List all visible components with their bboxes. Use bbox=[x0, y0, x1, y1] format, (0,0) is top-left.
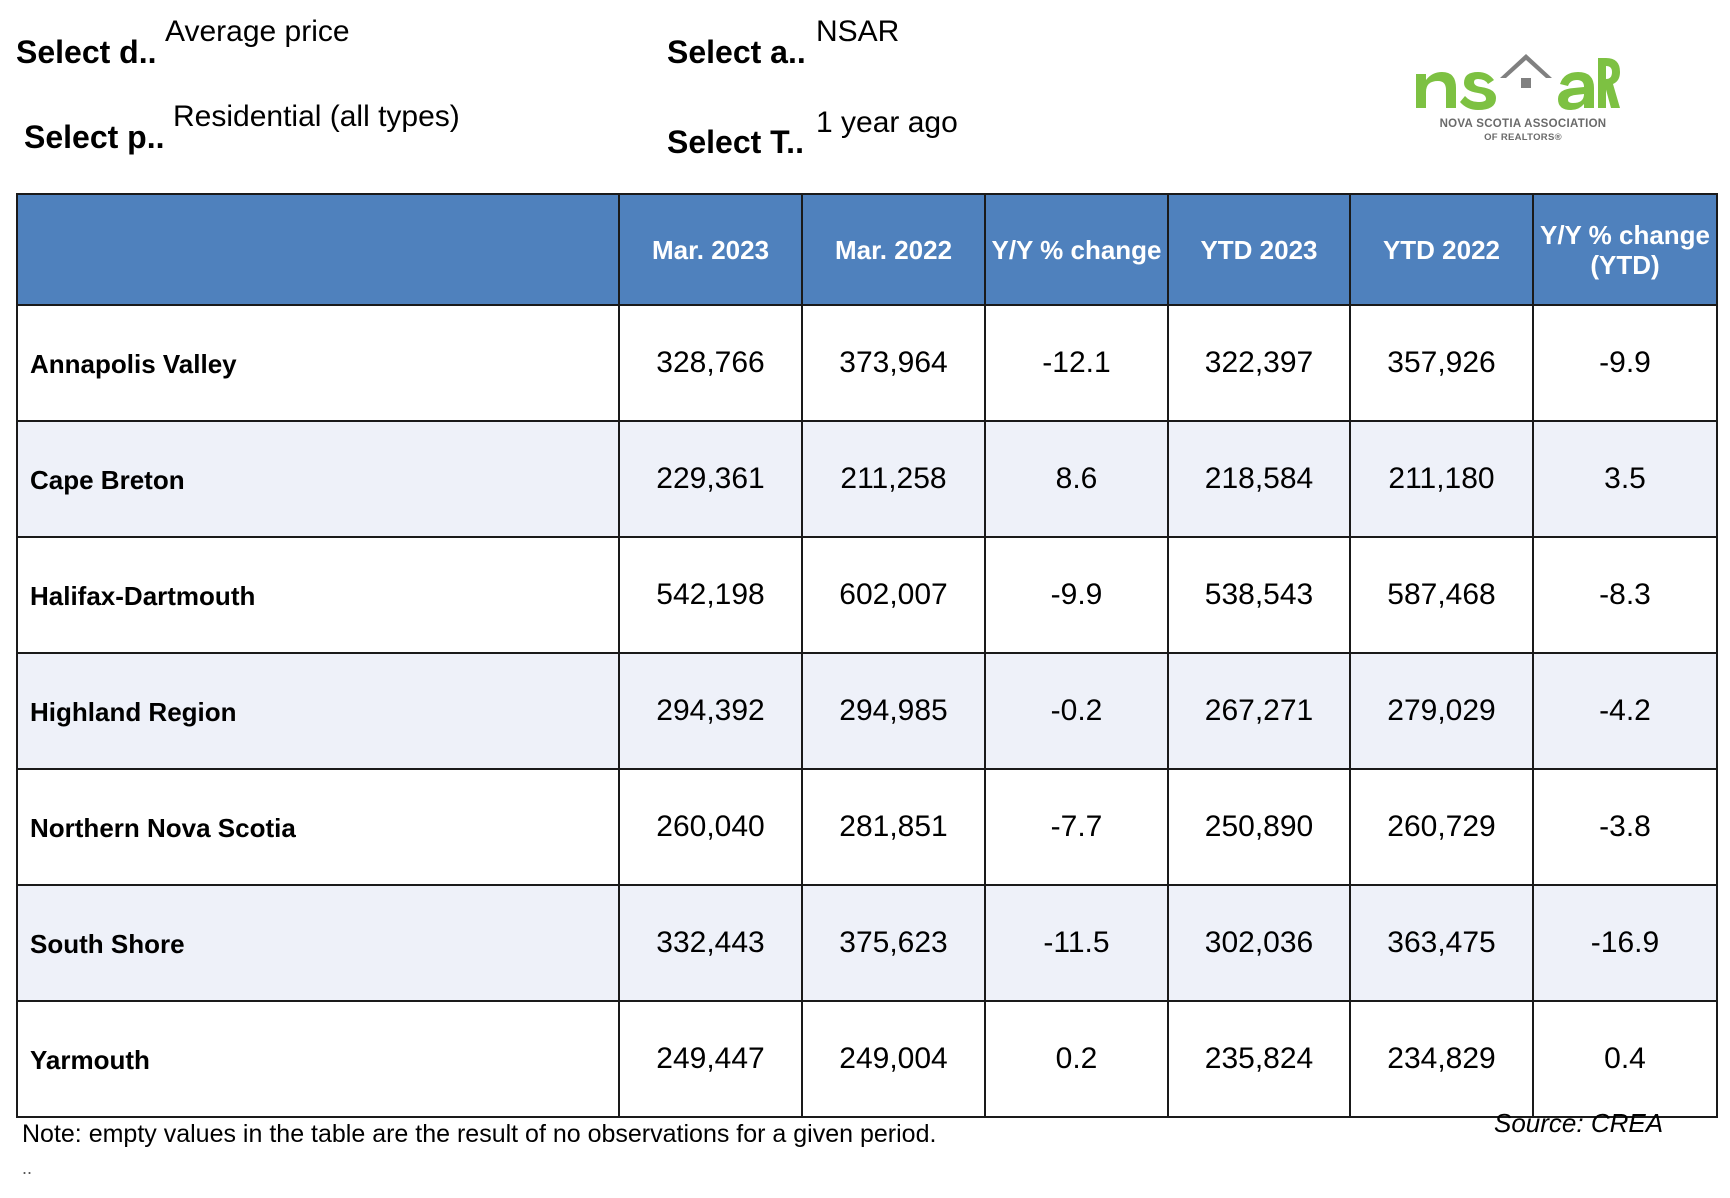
table-header-row: Mar. 2023 Mar. 2022 Y/Y % change YTD 202… bbox=[16, 193, 1718, 306]
value-cell: 8.6 bbox=[984, 420, 1169, 538]
nsar-logo: NOVA SCOTIA ASSOCIATION OF REALTORS® bbox=[1408, 44, 1620, 148]
value-cell: 260,729 bbox=[1349, 768, 1534, 886]
value-cell: 302,036 bbox=[1167, 884, 1351, 1002]
column-header: Mar. 2022 bbox=[801, 193, 986, 306]
value-cell: 249,004 bbox=[801, 1000, 986, 1118]
value-cell: 260,040 bbox=[618, 768, 803, 886]
value-cell: -16.9 bbox=[1532, 884, 1718, 1002]
filter-label: Select d.. bbox=[16, 34, 157, 70]
table-row: Northern Nova Scotia 260,040 281,851 -7.7 25… bbox=[16, 768, 1718, 886]
value-cell: 249,447 bbox=[618, 1000, 803, 1118]
filter-value[interactable]: Average price bbox=[165, 15, 350, 48]
value-cell: 322,397 bbox=[1167, 304, 1351, 422]
value-cell: 3.5 bbox=[1532, 420, 1718, 538]
region-cell: Yarmouth bbox=[16, 1000, 620, 1118]
column-header bbox=[16, 193, 620, 306]
value-cell: 294,392 bbox=[618, 652, 803, 770]
trailing-dots: .. bbox=[22, 1158, 33, 1178]
column-header: Y/Y % change bbox=[984, 193, 1169, 306]
value-cell: 250,890 bbox=[1167, 768, 1351, 886]
value-cell: -3.8 bbox=[1532, 768, 1718, 886]
value-cell: -9.9 bbox=[1532, 304, 1718, 422]
filter-label: Select p.. bbox=[24, 119, 165, 155]
value-cell: 267,271 bbox=[1167, 652, 1351, 770]
region-cell: Cape Breton bbox=[16, 420, 620, 538]
source-label: Source: CREA bbox=[1494, 1108, 1664, 1138]
nsar-logo-mark bbox=[1416, 54, 1620, 110]
value-cell: 234,829 bbox=[1349, 1000, 1534, 1118]
table-row: Cape Breton 229,361 211,258 8.6 218,584 211,1… bbox=[16, 420, 1718, 538]
table-row: Halifax-Dartmouth 542,198 602,007 -9.9 538,5… bbox=[16, 536, 1718, 654]
value-cell: -11.5 bbox=[984, 884, 1169, 1002]
column-header: YTD 2022 bbox=[1349, 193, 1534, 306]
value-cell: -8.3 bbox=[1532, 536, 1718, 654]
value-cell: 373,964 bbox=[801, 304, 986, 422]
region-cell: Annapolis Valley bbox=[16, 304, 620, 422]
value-cell: -7.7 bbox=[984, 768, 1169, 886]
value-cell: 375,623 bbox=[801, 884, 986, 1002]
region-cell: Halifax-Dartmouth bbox=[16, 536, 620, 654]
value-cell: 235,824 bbox=[1167, 1000, 1351, 1118]
filter-value[interactable]: Residential (all types) bbox=[173, 100, 460, 133]
value-cell: -0.2 bbox=[984, 652, 1169, 770]
value-cell: 357,926 bbox=[1349, 304, 1534, 422]
table-note: Note: empty values in the table are the … bbox=[22, 1120, 937, 1148]
table-row: Annapolis Valley 328,766 373,964 -12.1 322,3… bbox=[16, 304, 1718, 422]
value-cell: 328,766 bbox=[618, 304, 803, 422]
value-cell: 211,180 bbox=[1349, 420, 1534, 538]
value-cell: 279,029 bbox=[1349, 652, 1534, 770]
value-cell: 281,851 bbox=[801, 768, 986, 886]
value-cell: 538,543 bbox=[1167, 536, 1351, 654]
value-cell: 229,361 bbox=[618, 420, 803, 538]
value-cell: 542,198 bbox=[618, 536, 803, 654]
logo-subtitle-line2: OF REALTORS® bbox=[1484, 132, 1562, 143]
column-header: Y/Y % change (YTD) bbox=[1532, 193, 1718, 306]
value-cell: -4.2 bbox=[1532, 652, 1718, 770]
value-cell: -12.1 bbox=[984, 304, 1169, 422]
table-row: Yarmouth 249,447 249,004 0.2 235,824 234,829 0… bbox=[16, 1000, 1718, 1118]
value-cell: 332,443 bbox=[618, 884, 803, 1002]
value-cell: 218,584 bbox=[1167, 420, 1351, 538]
value-cell: 0.4 bbox=[1532, 1000, 1718, 1118]
filter-label: Select a.. bbox=[667, 34, 806, 70]
value-cell: 294,985 bbox=[801, 652, 986, 770]
logo-subtitle-line1: NOVA SCOTIA ASSOCIATION bbox=[1439, 118, 1607, 130]
filter-value[interactable]: 1 year ago bbox=[816, 106, 958, 139]
value-cell: 602,007 bbox=[801, 536, 986, 654]
column-header: YTD 2023 bbox=[1167, 193, 1351, 306]
value-cell: 363,475 bbox=[1349, 884, 1534, 1002]
column-header: Mar. 2023 bbox=[618, 193, 803, 306]
table-row: Highland Region 294,392 294,985 -0.2 267,271… bbox=[16, 652, 1718, 770]
region-cell: Northern Nova Scotia bbox=[16, 768, 620, 886]
price-table: Mar. 2023 Mar. 2022 Y/Y % change YTD 202… bbox=[16, 193, 1718, 1118]
table-row: South Shore 332,443 375,623 -11.5 302,036 363… bbox=[16, 884, 1718, 1002]
value-cell: 587,468 bbox=[1349, 536, 1534, 654]
value-cell: 211,258 bbox=[801, 420, 986, 538]
filter-value[interactable]: NSAR bbox=[816, 15, 900, 48]
logo-subtitle: NOVA SCOTIA ASSOCIATION OF REALTORS® bbox=[1428, 118, 1618, 144]
region-cell: South Shore bbox=[16, 884, 620, 1002]
region-cell: Highland Region bbox=[16, 652, 620, 770]
value-cell: -9.9 bbox=[984, 536, 1169, 654]
filter-label: Select T.. bbox=[667, 124, 804, 160]
value-cell: 0.2 bbox=[984, 1000, 1169, 1118]
